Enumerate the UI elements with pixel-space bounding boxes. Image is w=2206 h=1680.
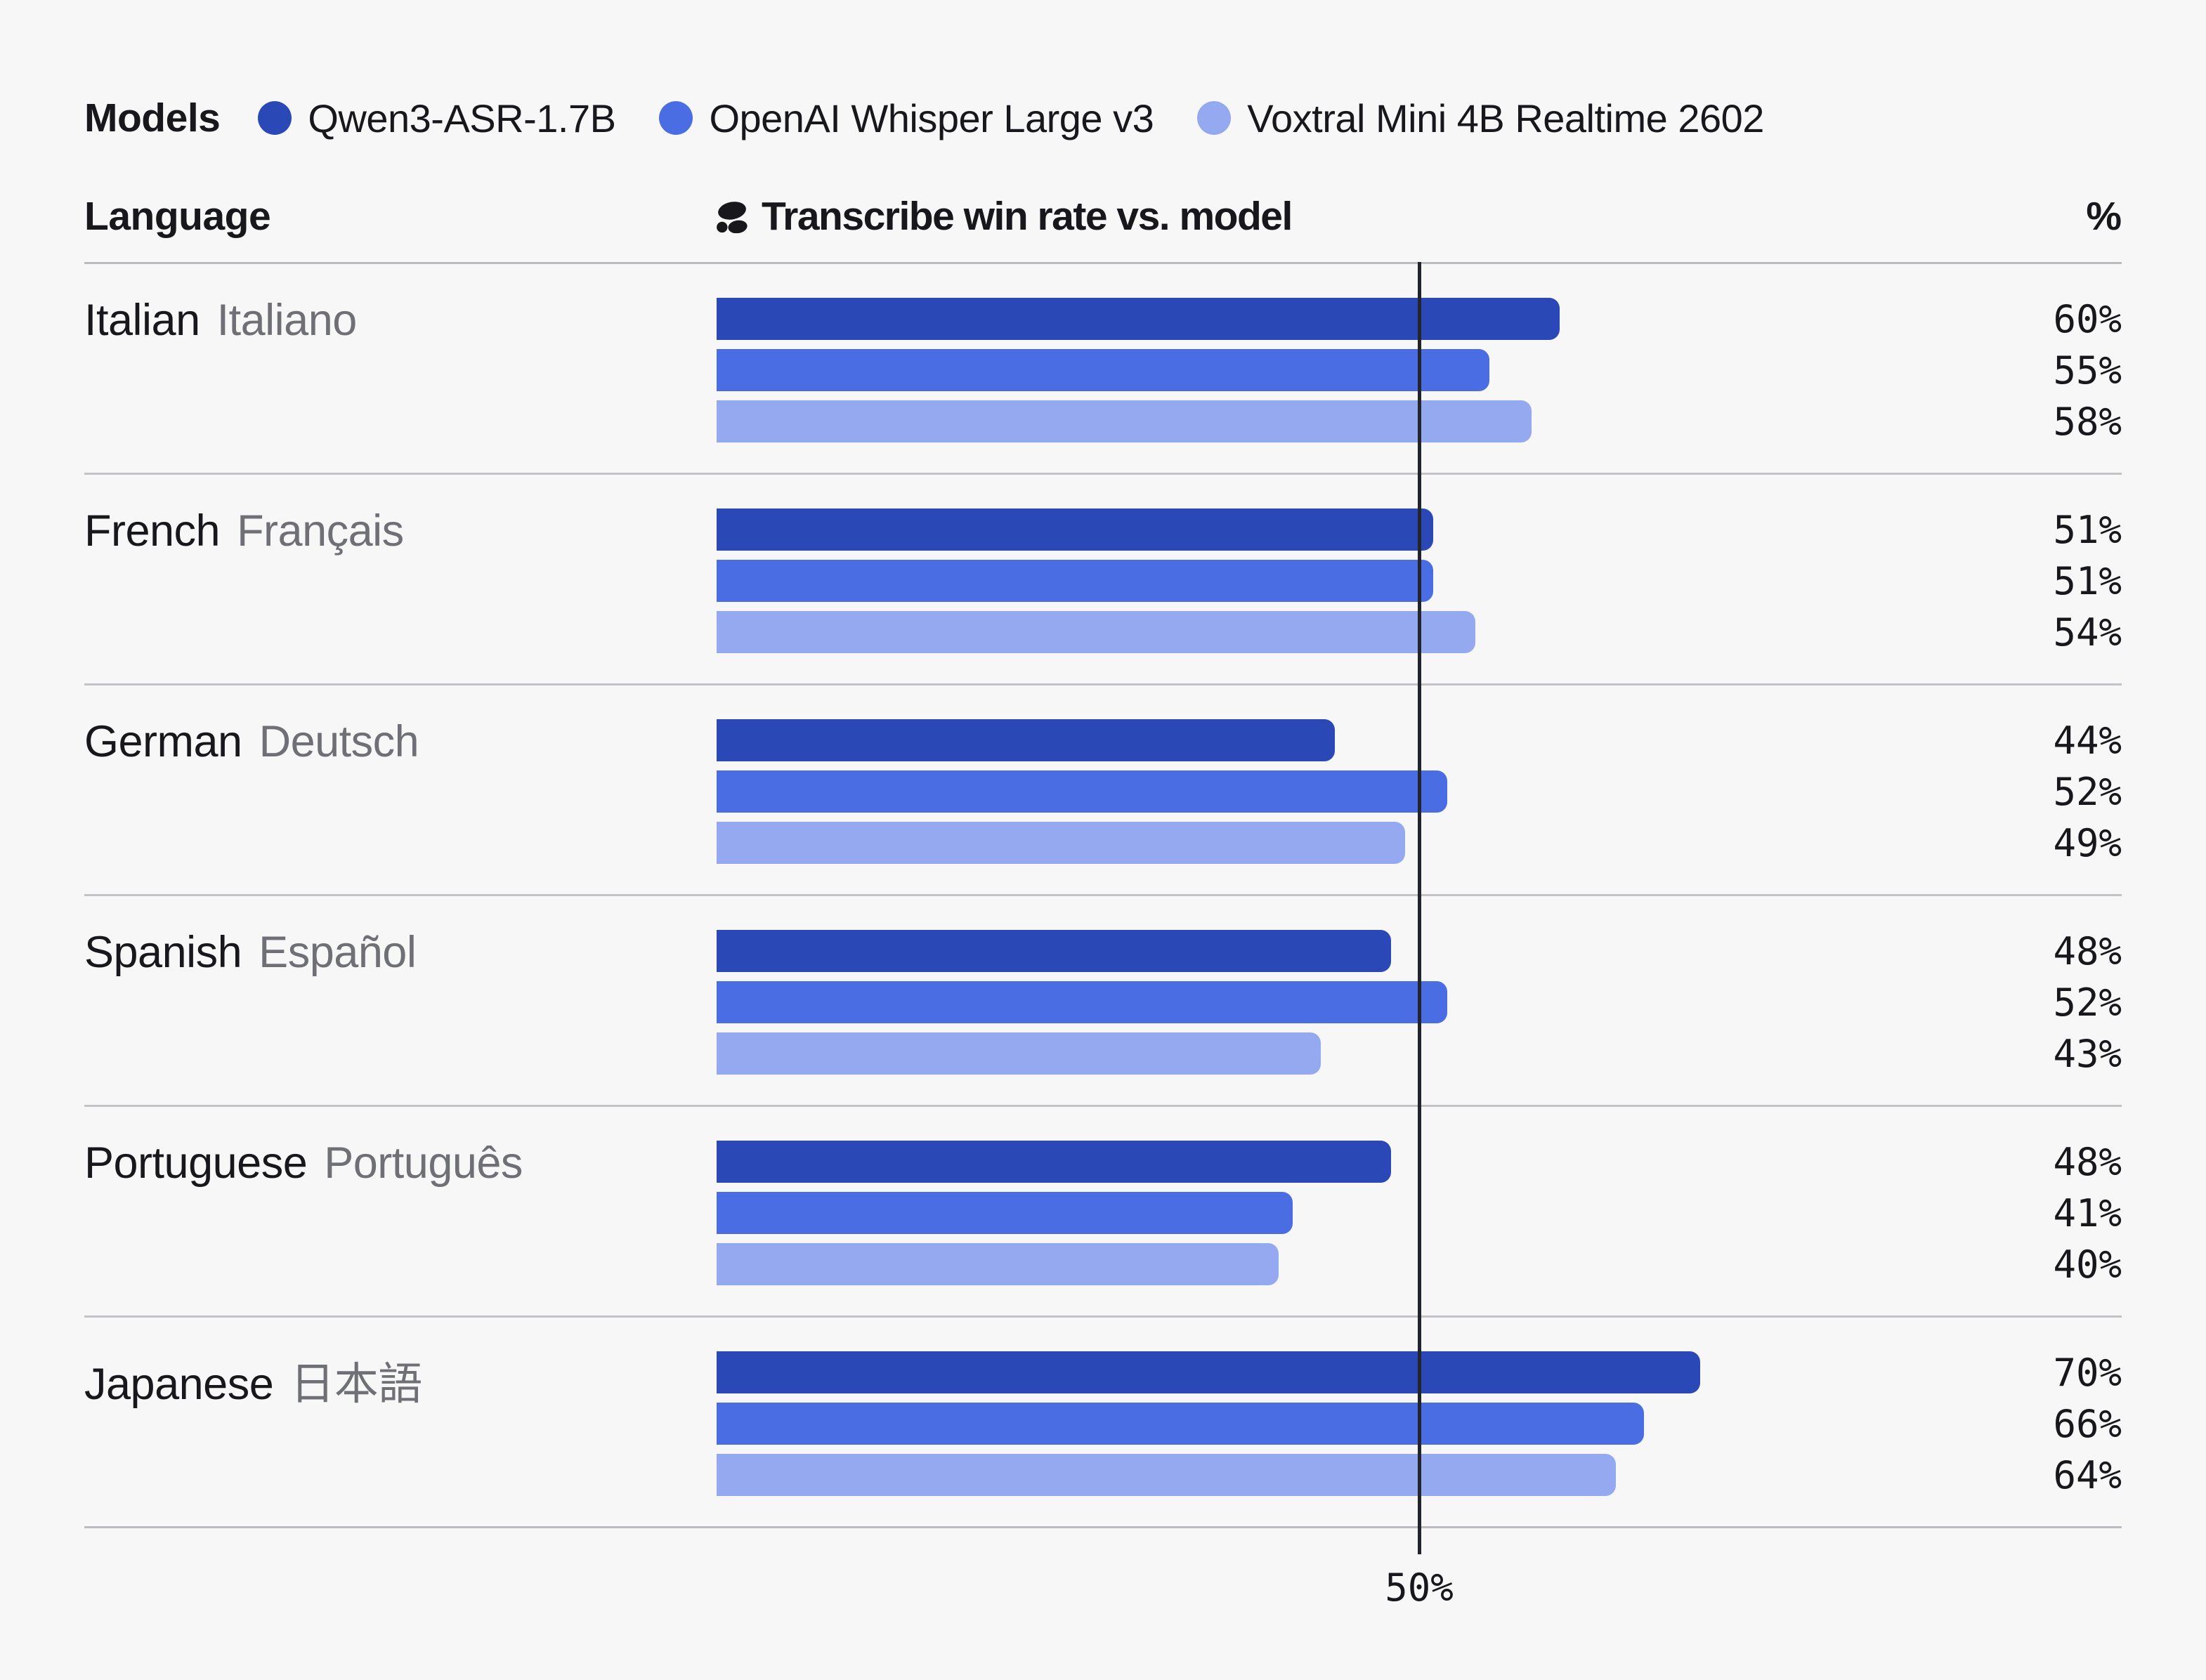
legend-dot-icon [258, 101, 292, 135]
legend-item-voxtral: Voxtral Mini 4B Realtime 2602 [1197, 96, 1764, 141]
language-row-japanese: Japanese 日本語 70% 66% 64% [84, 1315, 2122, 1526]
language-row-portuguese: Portuguese Português 48% 41% 40% [84, 1105, 2122, 1315]
legend-title: Models [84, 96, 221, 140]
winrate-column-header: Transcribe win rate vs. model [717, 193, 1293, 239]
language-label: Portuguese Português [84, 1107, 717, 1315]
bar-whisper [717, 1403, 1644, 1445]
value-label: 70% [2053, 1351, 2122, 1395]
language-native-name: Deutsch [259, 717, 419, 766]
legend-item-label: OpenAI Whisper Large v3 [709, 96, 1154, 140]
bar-group [717, 475, 2122, 683]
value-label: 55% [2053, 348, 2122, 393]
percent-column-header: % [2086, 194, 2122, 239]
legend-item-label: Qwen3-ASR-1.7B [308, 96, 616, 140]
bar-voxtral [717, 611, 1475, 653]
value-label: 66% [2053, 1402, 2122, 1446]
value-label: 44% [2053, 718, 2122, 763]
language-native-name: Italiano [216, 296, 358, 345]
bar-whisper [717, 1192, 1293, 1234]
value-label: 48% [2053, 929, 2122, 973]
bar-group [717, 1107, 2122, 1315]
language-name: German [84, 717, 242, 766]
legend-dot-icon [659, 101, 693, 135]
language-label: French Français [84, 475, 717, 683]
value-label: 60% [2053, 297, 2122, 341]
value-label: 64% [2053, 1453, 2122, 1497]
bar-qwen3-asr [717, 298, 1560, 340]
bar-voxtral [717, 822, 1405, 864]
bar-whisper [717, 560, 1433, 602]
value-label: 48% [2053, 1140, 2122, 1184]
value-label: 51% [2053, 508, 2122, 552]
bar-qwen3-asr [717, 719, 1335, 761]
value-label: 52% [2053, 770, 2122, 814]
value-label: 52% [2053, 980, 2122, 1025]
winrate-column-header-row: Transcribe win rate vs. model % [717, 193, 2122, 239]
language-native-name: Español [259, 928, 417, 977]
language-native-name: 日本語 [290, 1360, 422, 1409]
chart-page: Models Qwen3-ASR-1.7B OpenAI Whisper Lar… [84, 91, 2122, 1610]
language-label: Japanese 日本語 [84, 1318, 717, 1526]
language-row-italian: Italian Italiano 60% 55% 58% [84, 262, 2122, 473]
value-label: 41% [2053, 1191, 2122, 1235]
legend-item-qwen3-asr: Qwen3-ASR-1.7B [258, 96, 616, 141]
language-row-german: German Deutsch 44% 52% 49% [84, 683, 2122, 894]
legend-item-label: Voxtral Mini 4B Realtime 2602 [1247, 96, 1764, 140]
models-legend: Models Qwen3-ASR-1.7B OpenAI Whisper Lar… [84, 91, 2122, 145]
bar-whisper [717, 770, 1447, 813]
table-header: Language Transcribe win rate vs. model % [84, 190, 2122, 243]
value-label: 49% [2053, 821, 2122, 865]
transcribe-logo-icon [717, 201, 748, 233]
language-row-french: French Français 51% 51% 54% [84, 473, 2122, 683]
bar-voxtral [717, 400, 1532, 442]
bar-qwen3-asr [717, 1141, 1391, 1183]
legend-item-whisper: OpenAI Whisper Large v3 [659, 96, 1154, 141]
bar-voxtral [717, 1454, 1616, 1496]
bar-group [717, 685, 2122, 894]
bar-group [717, 896, 2122, 1105]
bar-voxtral [717, 1243, 1279, 1285]
language-name: Spanish [84, 928, 242, 977]
language-name: Italian [84, 296, 200, 345]
bar-group [717, 1318, 2122, 1526]
bar-qwen3-asr [717, 930, 1391, 972]
bar-whisper [717, 349, 1489, 391]
value-label: 43% [2053, 1032, 2122, 1076]
fifty-percent-axis-label: 50% [1385, 1566, 1454, 1610]
language-native-name: Português [324, 1138, 523, 1188]
language-native-name: Français [237, 506, 404, 556]
value-label: 54% [2053, 610, 2122, 655]
winrate-header-label: Transcribe win rate vs. model [762, 194, 1293, 239]
value-label: 51% [2053, 559, 2122, 603]
bar-voxtral [717, 1032, 1321, 1075]
bar-whisper [717, 981, 1447, 1023]
bar-qwen3-asr [717, 508, 1433, 551]
language-column-header: Language [84, 194, 271, 239]
fifty-percent-reference-line [1418, 262, 1421, 1554]
language-name: Japanese [84, 1360, 274, 1409]
language-name: Portuguese [84, 1138, 308, 1188]
language-row-spanish: Spanish Español 48% 52% 43% [84, 894, 2122, 1105]
legend-dot-icon [1197, 101, 1232, 135]
value-label: 58% [2053, 400, 2122, 444]
value-label: 40% [2053, 1242, 2122, 1287]
bar-qwen3-asr [717, 1351, 1700, 1393]
win-rate-chart: Italian Italiano 60% 55% 58% French França… [84, 262, 2122, 1610]
language-label: German Deutsch [84, 685, 717, 894]
language-label: Spanish Español [84, 896, 717, 1105]
language-label: Italian Italiano [84, 264, 717, 473]
language-name: French [84, 506, 221, 556]
